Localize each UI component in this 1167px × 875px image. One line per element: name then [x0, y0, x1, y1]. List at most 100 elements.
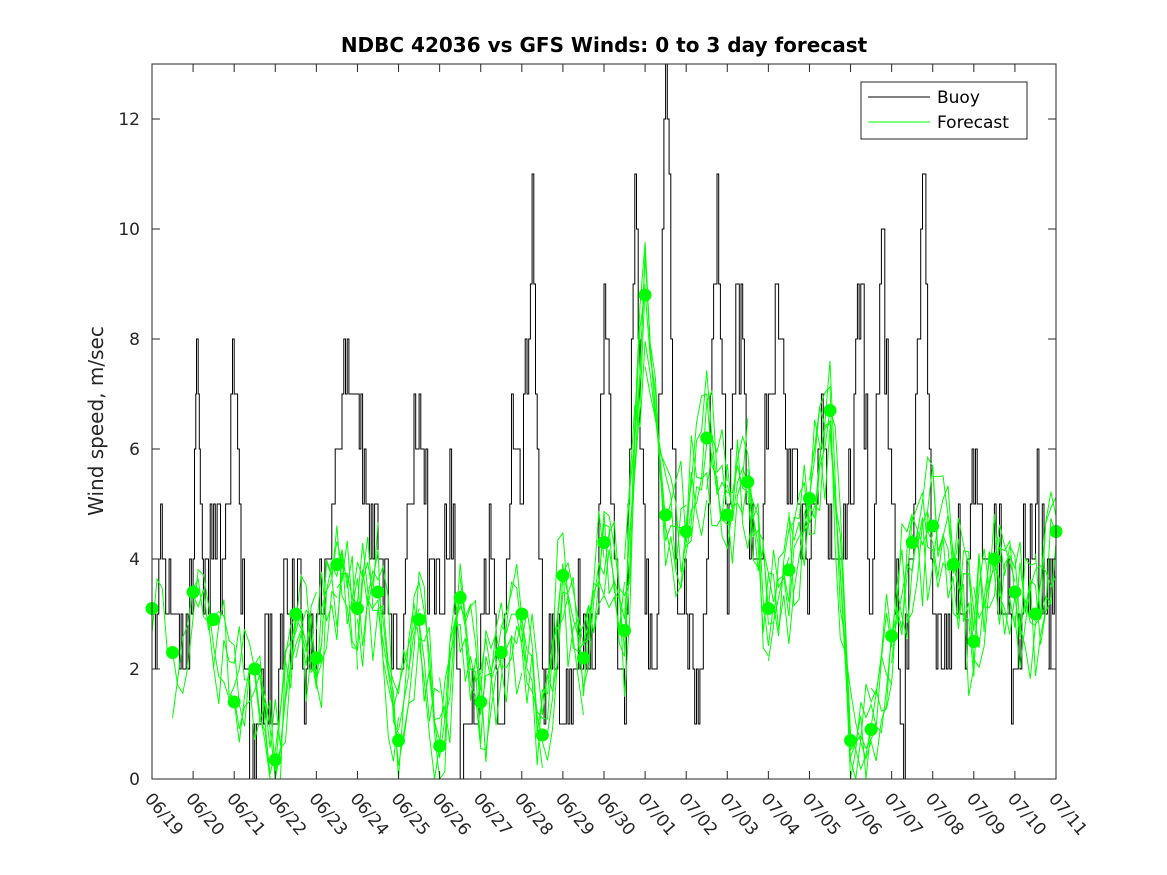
forecast-point — [823, 404, 837, 417]
forecast-point — [946, 558, 960, 571]
y-tick-label: 0 — [129, 770, 140, 790]
x-tick-label: 07/07 — [880, 789, 927, 839]
y-tick-label: 10 — [118, 220, 140, 240]
forecast-run-line — [973, 491, 1057, 679]
forecast-run-line — [1014, 564, 1057, 668]
x-tick-label: 06/19 — [140, 789, 187, 839]
forecast-run-line — [993, 497, 1057, 633]
forecast-run-line — [295, 536, 420, 709]
y-axis: 0 2 4 6 8 10 12 — [118, 110, 1056, 790]
forecast-point — [761, 602, 775, 615]
forecast-points — [145, 288, 1063, 767]
forecast-point — [515, 607, 529, 621]
x-tick-label: 07/05 — [798, 789, 845, 839]
forecast-point — [741, 475, 755, 489]
forecast-run-line — [398, 563, 523, 780]
forecast-point — [371, 585, 385, 599]
x-tick-label: 06/24 — [346, 789, 393, 839]
forecast-point — [679, 525, 693, 538]
forecast-run-line — [274, 525, 399, 771]
forecast-point — [350, 602, 364, 615]
y-tick-label: 12 — [118, 110, 140, 130]
forecast-point — [844, 734, 858, 747]
forecast-point — [700, 431, 714, 445]
forecast-run-line — [459, 531, 584, 726]
forecast-point — [453, 591, 467, 604]
x-tick-label: 07/04 — [757, 789, 804, 839]
x-tick-label: 07/11 — [1044, 789, 1091, 839]
y-tick-label: 8 — [129, 330, 140, 350]
forecast-point — [987, 552, 1001, 566]
x-tick-label: 06/26 — [428, 789, 475, 839]
y-tick-label: 2 — [129, 660, 140, 680]
forecast-point — [330, 558, 344, 571]
forecast-point — [967, 635, 981, 648]
forecast-point — [618, 624, 632, 637]
x-tick-label: 06/28 — [510, 789, 557, 839]
forecast-point — [207, 613, 221, 626]
forecast-point — [720, 508, 734, 522]
forecast-point — [864, 723, 878, 736]
forecast-run-line — [747, 409, 872, 771]
forecast-point — [556, 569, 570, 582]
x-tick-label: 07/01 — [633, 789, 680, 839]
forecast-point — [802, 492, 816, 505]
forecast-run-line — [952, 518, 1057, 677]
forecast-point — [1028, 607, 1042, 621]
forecast-run-line — [357, 564, 482, 743]
y-tick-label: 6 — [129, 440, 140, 460]
forecast-point — [597, 536, 611, 549]
forecast-run-line — [562, 291, 687, 697]
x-tick-label: 07/02 — [674, 789, 721, 839]
forecast-point — [782, 563, 796, 577]
x-tick-label: 06/25 — [387, 789, 434, 839]
forecast-run-line — [521, 284, 646, 715]
forecast-point — [535, 728, 549, 742]
forecast-point — [638, 288, 652, 302]
forecast-point — [433, 739, 447, 753]
legend-box — [860, 81, 1028, 140]
forecast-point — [659, 508, 673, 522]
forecast-point — [494, 646, 508, 659]
x-tick-label: 06/29 — [551, 789, 598, 839]
x-tick-label: 06/27 — [469, 789, 516, 839]
legend-buoy-label: Buoy — [937, 88, 980, 108]
forecast-run-line — [1035, 542, 1057, 620]
legend: Buoy Forecast — [860, 81, 1028, 140]
forecast-point — [905, 536, 919, 549]
forecast-point — [1008, 585, 1022, 599]
forecast-run-line — [870, 492, 995, 696]
forecast-point — [474, 695, 488, 709]
forecast-run-line — [665, 393, 790, 633]
chart-title: NDBC 42036 vs GFS Winds: 0 to 3 day fore… — [341, 33, 868, 57]
forecast-point — [309, 651, 323, 665]
legend-forecast-label: Forecast — [937, 113, 1009, 133]
forecast-point — [166, 646, 180, 659]
x-tick-label: 06/21 — [222, 789, 269, 839]
forecast-point — [392, 734, 406, 747]
x-tick-label: 06/20 — [181, 789, 228, 839]
x-tick-label: 06/23 — [305, 789, 352, 839]
x-tick-label: 07/09 — [962, 789, 1009, 839]
forecast-point — [576, 651, 590, 665]
forecast-run-line — [336, 540, 461, 766]
forecast-point — [268, 753, 282, 767]
forecast-point — [885, 629, 899, 643]
y-axis-label: Wind speed, m/sec — [84, 326, 108, 516]
forecast-run-line — [850, 455, 975, 758]
forecast-point — [186, 585, 200, 599]
forecast-point — [289, 607, 303, 621]
x-tick-label: 06/30 — [592, 789, 639, 839]
forecast-point — [412, 613, 426, 626]
x-tick-label: 07/03 — [715, 789, 762, 839]
forecast-point — [926, 519, 940, 533]
forecast-point — [227, 695, 241, 709]
x-tick-label: 07/06 — [839, 789, 886, 839]
x-tick-label: 06/22 — [263, 789, 310, 839]
forecast-run-line — [418, 597, 543, 768]
y-tick-label: 4 — [129, 550, 140, 570]
forecast-point — [248, 662, 262, 676]
x-tick-label: 07/08 — [921, 789, 968, 839]
forecast-run-line — [685, 435, 810, 617]
